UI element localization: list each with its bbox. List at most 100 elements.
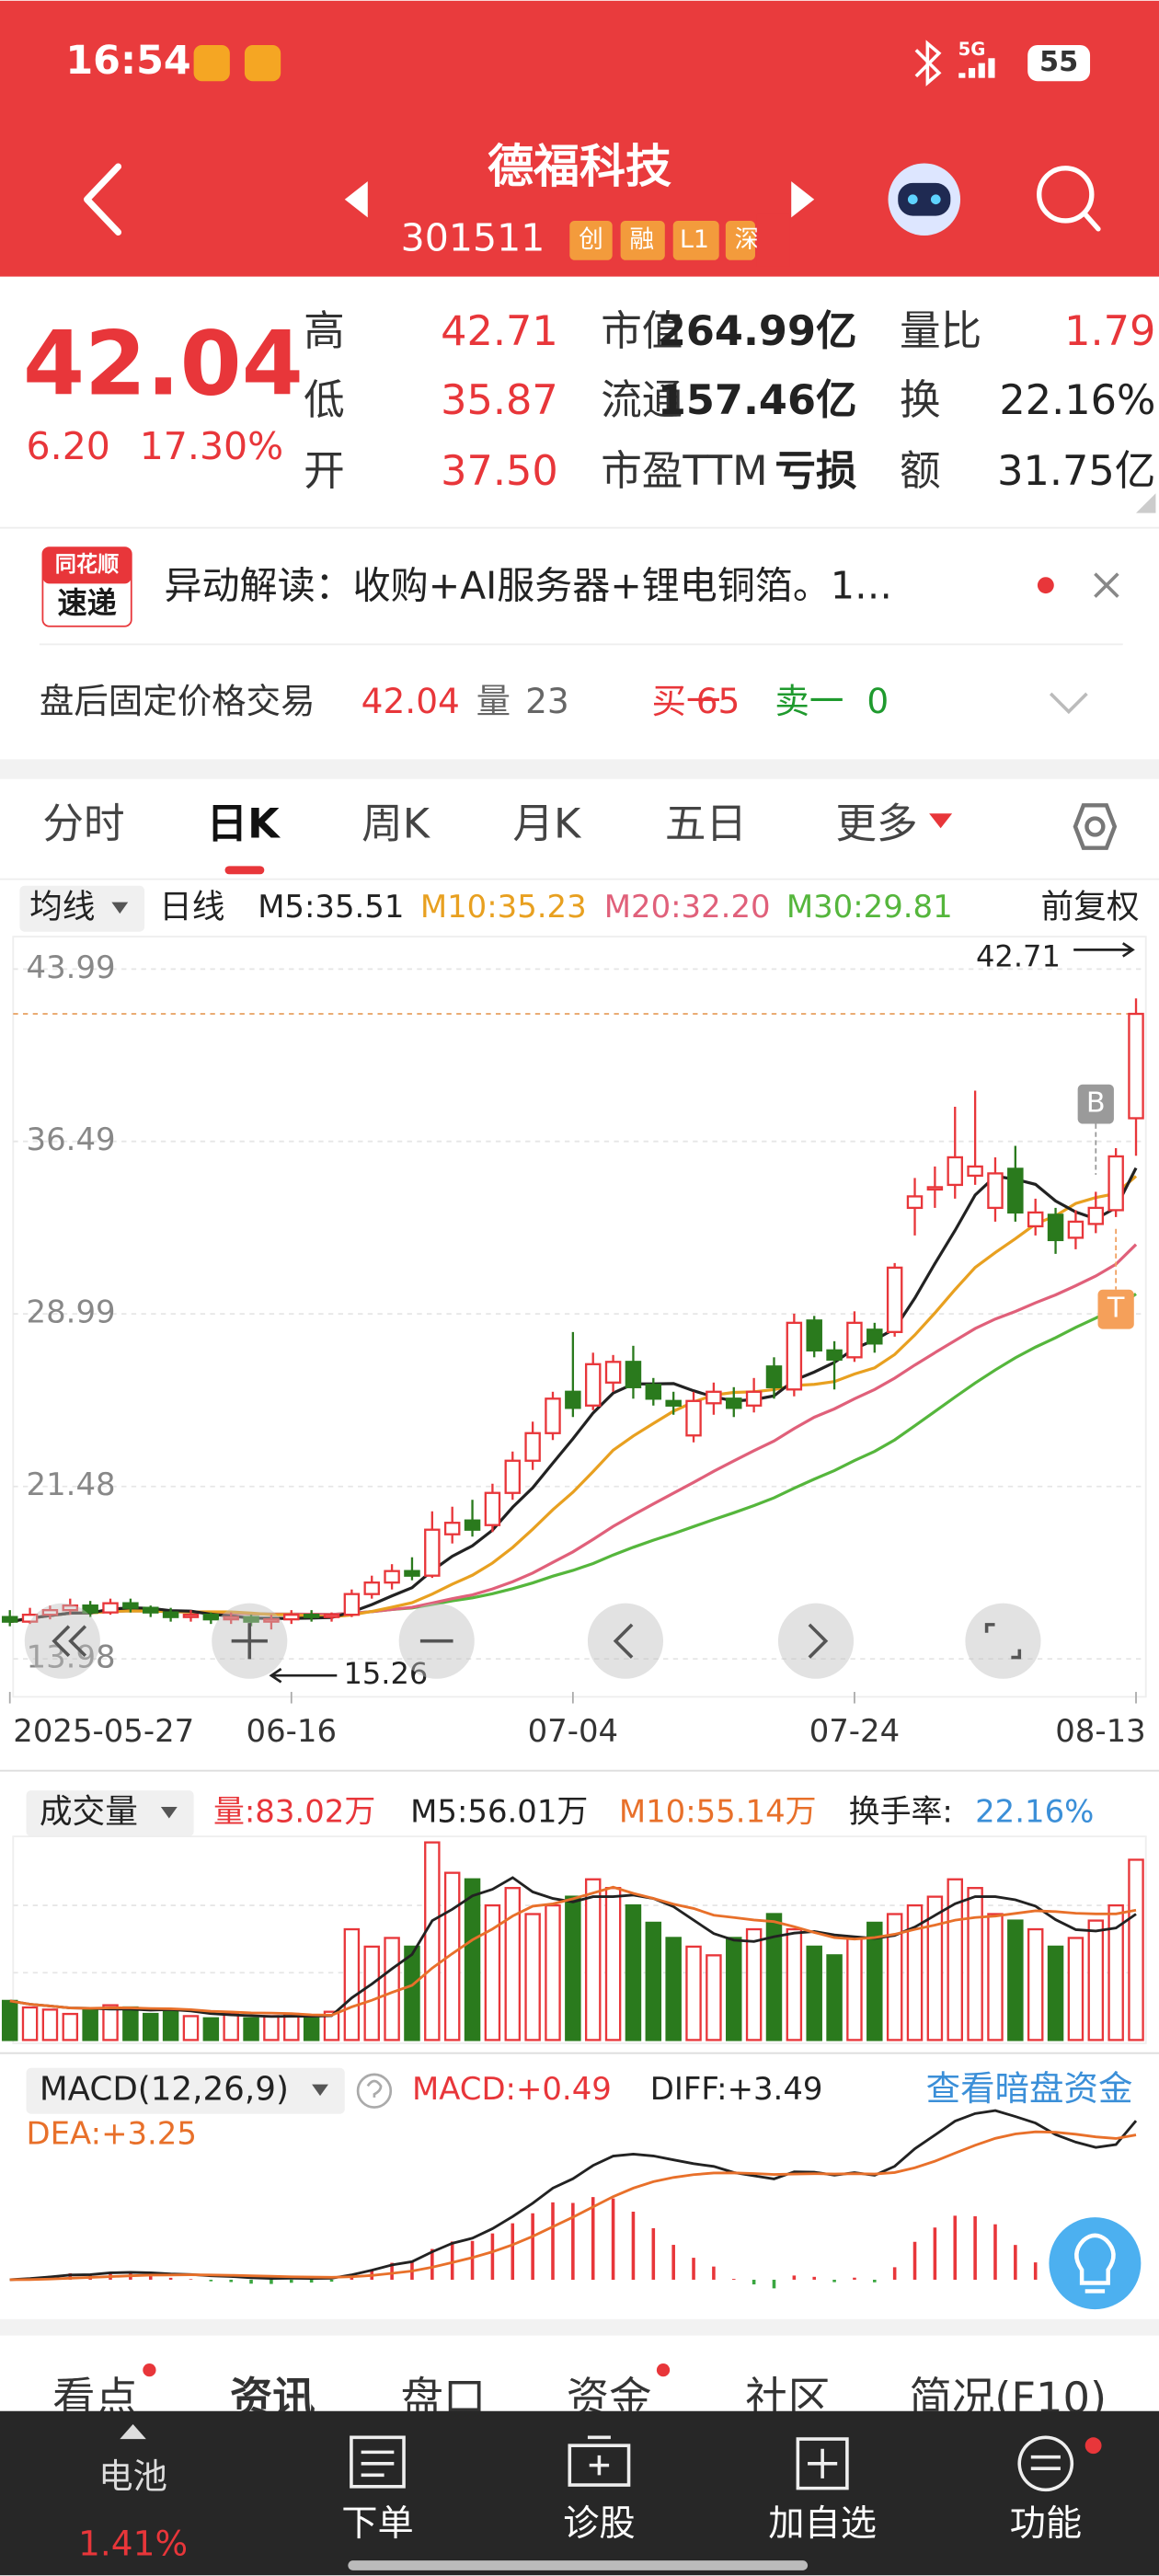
- dark-pool-link[interactable]: 查看暗盘资金: [926, 2068, 1133, 2109]
- settings-icon[interactable]: [1073, 803, 1118, 850]
- buy-marker-label: B: [1086, 1087, 1106, 1120]
- candle-body: [745, 1390, 763, 1407]
- stat-value: 264.99亿: [658, 307, 857, 355]
- chart-control[interactable]: [965, 1603, 1041, 1679]
- chart-tab[interactable]: 月K: [512, 799, 582, 847]
- y-tick-label: 21.48: [27, 1466, 116, 1502]
- volume-bar: [625, 1903, 642, 2041]
- ma-value: M10:35.23: [420, 889, 587, 925]
- prev-stock[interactable]: [344, 181, 368, 218]
- candle-body: [1128, 1012, 1144, 1120]
- ma-value: M5:35.51: [258, 889, 404, 925]
- min-price-label: 15.26: [343, 1656, 428, 1691]
- chart-control[interactable]: [587, 1603, 664, 1679]
- candle-body: [545, 1397, 561, 1434]
- nav-item[interactable]: 加自选: [768, 2503, 877, 2545]
- volume-bar: [645, 1921, 662, 2041]
- candle-body: [122, 1602, 139, 1609]
- stat-label: 额: [900, 447, 941, 495]
- volume-bar: [786, 1927, 803, 2041]
- hint-bulb-icon: [1074, 2233, 1116, 2294]
- sell-marker-label: T: [1107, 1293, 1125, 1325]
- bluetooth-icon: [914, 40, 942, 86]
- stock-tag: [725, 220, 755, 260]
- candle-body: [62, 1604, 79, 1612]
- volume-bar: [182, 2015, 200, 2041]
- volume-ma-line: [9, 1885, 1137, 2017]
- chart-tab[interactable]: 分时: [42, 799, 124, 847]
- close-news[interactable]: [1094, 572, 1119, 598]
- signal-bar: [978, 63, 985, 78]
- min-arrow: [269, 1667, 338, 1684]
- candle-body: [886, 1266, 903, 1333]
- volume-bar: [1107, 1903, 1124, 2041]
- back-button[interactable]: [84, 163, 122, 236]
- search-icon[interactable]: [1037, 166, 1095, 224]
- volume-bar: [464, 1878, 481, 2041]
- x-tick-label: 2025-05-27: [13, 1713, 194, 1749]
- stat-value: 31.75亿: [997, 447, 1155, 495]
- tab-underline: [224, 866, 265, 875]
- sector-name[interactable]: 电池: [98, 2455, 167, 2496]
- badge-dot: [1084, 2437, 1102, 2455]
- macd-selector-label: MACD(12,26,9): [40, 2071, 289, 2109]
- volume-bar: [604, 1887, 622, 2041]
- nav-item[interactable]: 诊股: [563, 2503, 636, 2545]
- chart-control[interactable]: [777, 1603, 855, 1679]
- macd-value: DIFF:+3.49: [650, 2071, 823, 2107]
- assistant-face: [898, 182, 951, 216]
- chart-tab[interactable]: 五日: [665, 799, 747, 847]
- stat-label: 市盈TTM: [601, 447, 767, 495]
- volume-bar: [1087, 1919, 1105, 2041]
- next-stock[interactable]: [791, 181, 815, 218]
- candle-body: [765, 1365, 783, 1388]
- candle-body: [443, 1522, 461, 1535]
- volume-bar: [343, 1927, 361, 2041]
- signal-bar: [988, 58, 995, 78]
- chart-control-icon: [984, 1623, 1022, 1660]
- stat-value: 37.50: [441, 447, 558, 495]
- volume-bar: [806, 1945, 822, 2041]
- volume-bar: [1027, 1927, 1044, 2041]
- volume-bar: [283, 2012, 300, 2041]
- stock-tag: [620, 220, 665, 260]
- chart-tab[interactable]: 日K: [207, 799, 281, 847]
- ma-selector[interactable]: [19, 885, 145, 932]
- nav-item[interactable]: 下单: [341, 2503, 414, 2545]
- volume-bar: [504, 1887, 522, 2041]
- volume-bar: [263, 2015, 280, 2041]
- after-hours-label: 盘后固定价格交易: [40, 681, 316, 721]
- hint-bulb[interactable]: [1049, 2217, 1142, 2310]
- stat-value: 1.79: [1064, 307, 1155, 355]
- nav-item[interactable]: 功能: [1010, 2503, 1083, 2545]
- signal-bar: [968, 67, 976, 78]
- help-mark: [366, 2079, 383, 2098]
- macd-selector[interactable]: [26, 2067, 345, 2114]
- chart-tab[interactable]: 周K: [361, 799, 431, 847]
- news-text[interactable]: 异动解读：收购+AI服务器+锂电铜箔。1…: [164, 564, 892, 608]
- stock-tag-label: L1: [680, 225, 709, 254]
- volume-bar: [565, 1895, 581, 2041]
- stat-label: 低: [304, 376, 345, 424]
- adjust-mode[interactable]: 前复权: [1041, 889, 1140, 926]
- stock-tag-label: 创: [579, 225, 603, 254]
- volume-bar: [765, 1913, 783, 2041]
- nav-icon: [1017, 2435, 1074, 2492]
- candle-body: [706, 1390, 722, 1405]
- stat-label: 换: [900, 376, 941, 424]
- chart-tab[interactable]: 更多: [835, 799, 917, 847]
- assistant-eye: [907, 194, 918, 205]
- stat-value: 157.46亿: [658, 376, 857, 424]
- price-change-pct: 17.30%: [140, 424, 283, 468]
- candle-body: [243, 1616, 259, 1623]
- chart-control[interactable]: [24, 1603, 100, 1679]
- status-time: 16:54: [65, 38, 190, 84]
- volume-selector[interactable]: [26, 1790, 194, 1837]
- section-gap: [0, 2318, 1159, 2336]
- network-label: 5G: [958, 39, 986, 60]
- help-icon[interactable]: [356, 2073, 393, 2109]
- expand-arrow[interactable]: [1049, 692, 1088, 715]
- candle-body: [866, 1328, 883, 1345]
- dea-value: DEA:+3.25: [27, 2115, 197, 2151]
